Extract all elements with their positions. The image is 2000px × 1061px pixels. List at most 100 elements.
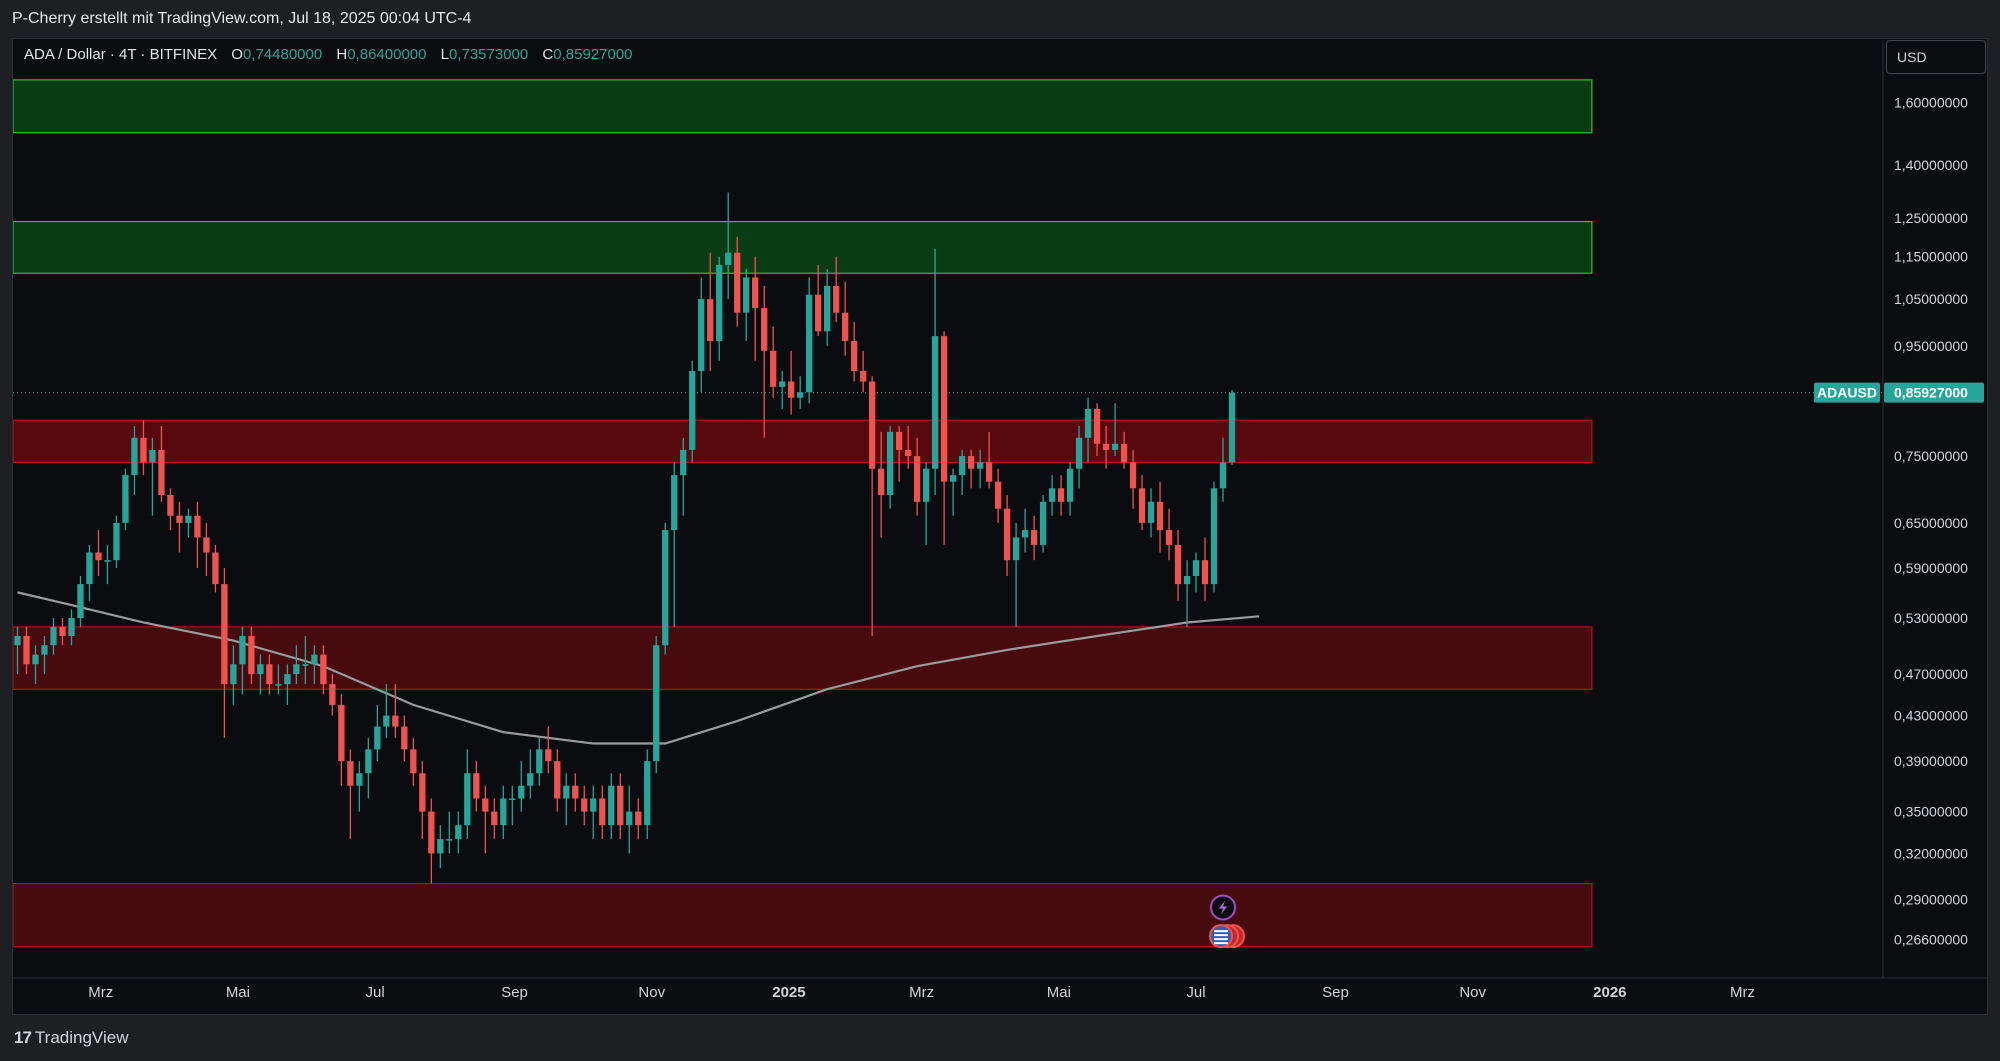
currency-label: USD xyxy=(1897,49,1927,65)
candle-body xyxy=(455,825,462,840)
candle-body xyxy=(635,811,642,826)
price-tick-label: 1,25000000 xyxy=(1894,210,1968,226)
candle-body xyxy=(1201,560,1209,585)
candle-body xyxy=(203,537,210,553)
candle-body xyxy=(671,475,678,531)
candle-body xyxy=(176,515,183,523)
tradingview-brand[interactable]: TradingView xyxy=(34,1028,129,1047)
demand-zone-2 xyxy=(13,419,1593,463)
candle-body xyxy=(293,664,300,675)
candle-body xyxy=(797,392,804,398)
close-label: C xyxy=(542,46,554,63)
candle-body xyxy=(275,684,282,686)
candle-body xyxy=(383,715,390,727)
price-tag-label: 0,85927000 xyxy=(1894,385,1968,401)
tradingview-logo-icon[interactable]: 17 xyxy=(14,1028,32,1047)
candle-body xyxy=(949,475,957,482)
candle-body xyxy=(212,552,219,585)
candle-body xyxy=(131,437,138,476)
candle-body xyxy=(59,626,66,637)
candle-body xyxy=(482,798,489,812)
candle-body xyxy=(869,381,876,469)
candle-body xyxy=(392,715,399,727)
candle-body xyxy=(50,626,57,646)
candle-body xyxy=(1102,443,1110,450)
open-value: 0,74480000 xyxy=(242,46,323,63)
candle-body xyxy=(707,299,714,341)
candle-body xyxy=(1021,530,1029,538)
candle-body xyxy=(833,285,840,313)
symbol-legend[interactable]: ADA / Dollar · 4T · BITFINEX O0,74480000… xyxy=(24,46,633,63)
price-tick-label: 0,47000000 xyxy=(1894,666,1968,682)
candle-body xyxy=(599,798,606,826)
lightning-event-icon[interactable] xyxy=(1210,894,1237,921)
candle-body xyxy=(1165,530,1173,545)
candle-body xyxy=(509,798,516,800)
candle-body xyxy=(1084,408,1092,438)
candle-body xyxy=(329,684,336,705)
candle-body xyxy=(347,761,354,786)
candle-body xyxy=(1183,576,1191,585)
candle-body xyxy=(806,294,813,393)
candle-body xyxy=(967,456,975,469)
candle-body xyxy=(743,277,750,313)
price-tick-label: 1,40000000 xyxy=(1894,157,1968,173)
candle-body xyxy=(563,785,570,799)
price-tick-label: 0,59000000 xyxy=(1894,560,1968,576)
candle-body xyxy=(698,299,705,372)
candle-body xyxy=(473,773,480,799)
ticker-tag-bg xyxy=(1814,382,1880,403)
time-tick-label: Sep xyxy=(1322,984,1349,1001)
candle-body xyxy=(545,749,552,762)
price-tick-label: 1,05000000 xyxy=(1894,291,1968,307)
candle-body xyxy=(410,749,417,774)
price-tick-label: 0,43000000 xyxy=(1894,708,1968,724)
candle-body xyxy=(886,431,894,495)
candle-body xyxy=(581,798,588,812)
candle-body xyxy=(1048,488,1056,502)
price-chart[interactable]: 1,60000000 1,40000000 1,25000000 1,15000000… xyxy=(0,0,2000,1020)
candle-body xyxy=(320,654,327,685)
candle-body xyxy=(311,654,318,665)
time-tick-label: 2025 xyxy=(772,984,805,1001)
candle-body xyxy=(590,798,597,812)
candle-body xyxy=(302,664,309,666)
candle-body xyxy=(608,785,615,826)
time-tick-label: Mai xyxy=(226,984,250,1001)
chart-frame[interactable] xyxy=(12,38,1988,1015)
candle-body xyxy=(1156,501,1164,531)
candle-body xyxy=(662,530,669,646)
candle-body xyxy=(23,636,30,665)
candle-body xyxy=(878,468,885,495)
candle-body xyxy=(41,645,48,655)
candle-body xyxy=(940,336,948,482)
high-label: H xyxy=(336,46,348,63)
price-tick-label: 1,60000000 xyxy=(1894,95,1968,111)
time-tick-label: Jul xyxy=(366,984,385,1001)
currency-selector[interactable]: USD xyxy=(1886,40,1986,74)
symbol-title[interactable]: ADA / Dollar · 4T · BITFINEX xyxy=(24,46,218,63)
candle-body xyxy=(680,449,687,476)
candle-body xyxy=(419,773,426,812)
candle-body xyxy=(446,839,453,841)
demand-zone-3 xyxy=(13,626,1593,690)
time-tick-label: Jul xyxy=(1186,984,1205,1001)
candle-body xyxy=(491,811,498,826)
price-tick-label: 0,39000000 xyxy=(1894,753,1968,769)
candle-body xyxy=(338,704,345,762)
candle-body xyxy=(1219,462,1227,489)
high-value: 0,86400000 xyxy=(347,46,427,63)
candle-body xyxy=(248,636,255,675)
candle-body xyxy=(68,618,75,637)
candle-body xyxy=(122,475,129,523)
price-tick-label: 0,32000000 xyxy=(1894,845,1968,861)
candle-body xyxy=(1057,488,1065,502)
candle-body xyxy=(689,371,696,450)
price-tick-label: 0,29000000 xyxy=(1894,891,1968,907)
candle-body xyxy=(284,674,291,685)
candle-body xyxy=(1174,544,1182,585)
candle-body xyxy=(113,522,120,561)
candle-body xyxy=(1003,508,1011,561)
candle-body xyxy=(554,761,561,799)
us-flag-event-icon[interactable] xyxy=(1209,924,1246,949)
